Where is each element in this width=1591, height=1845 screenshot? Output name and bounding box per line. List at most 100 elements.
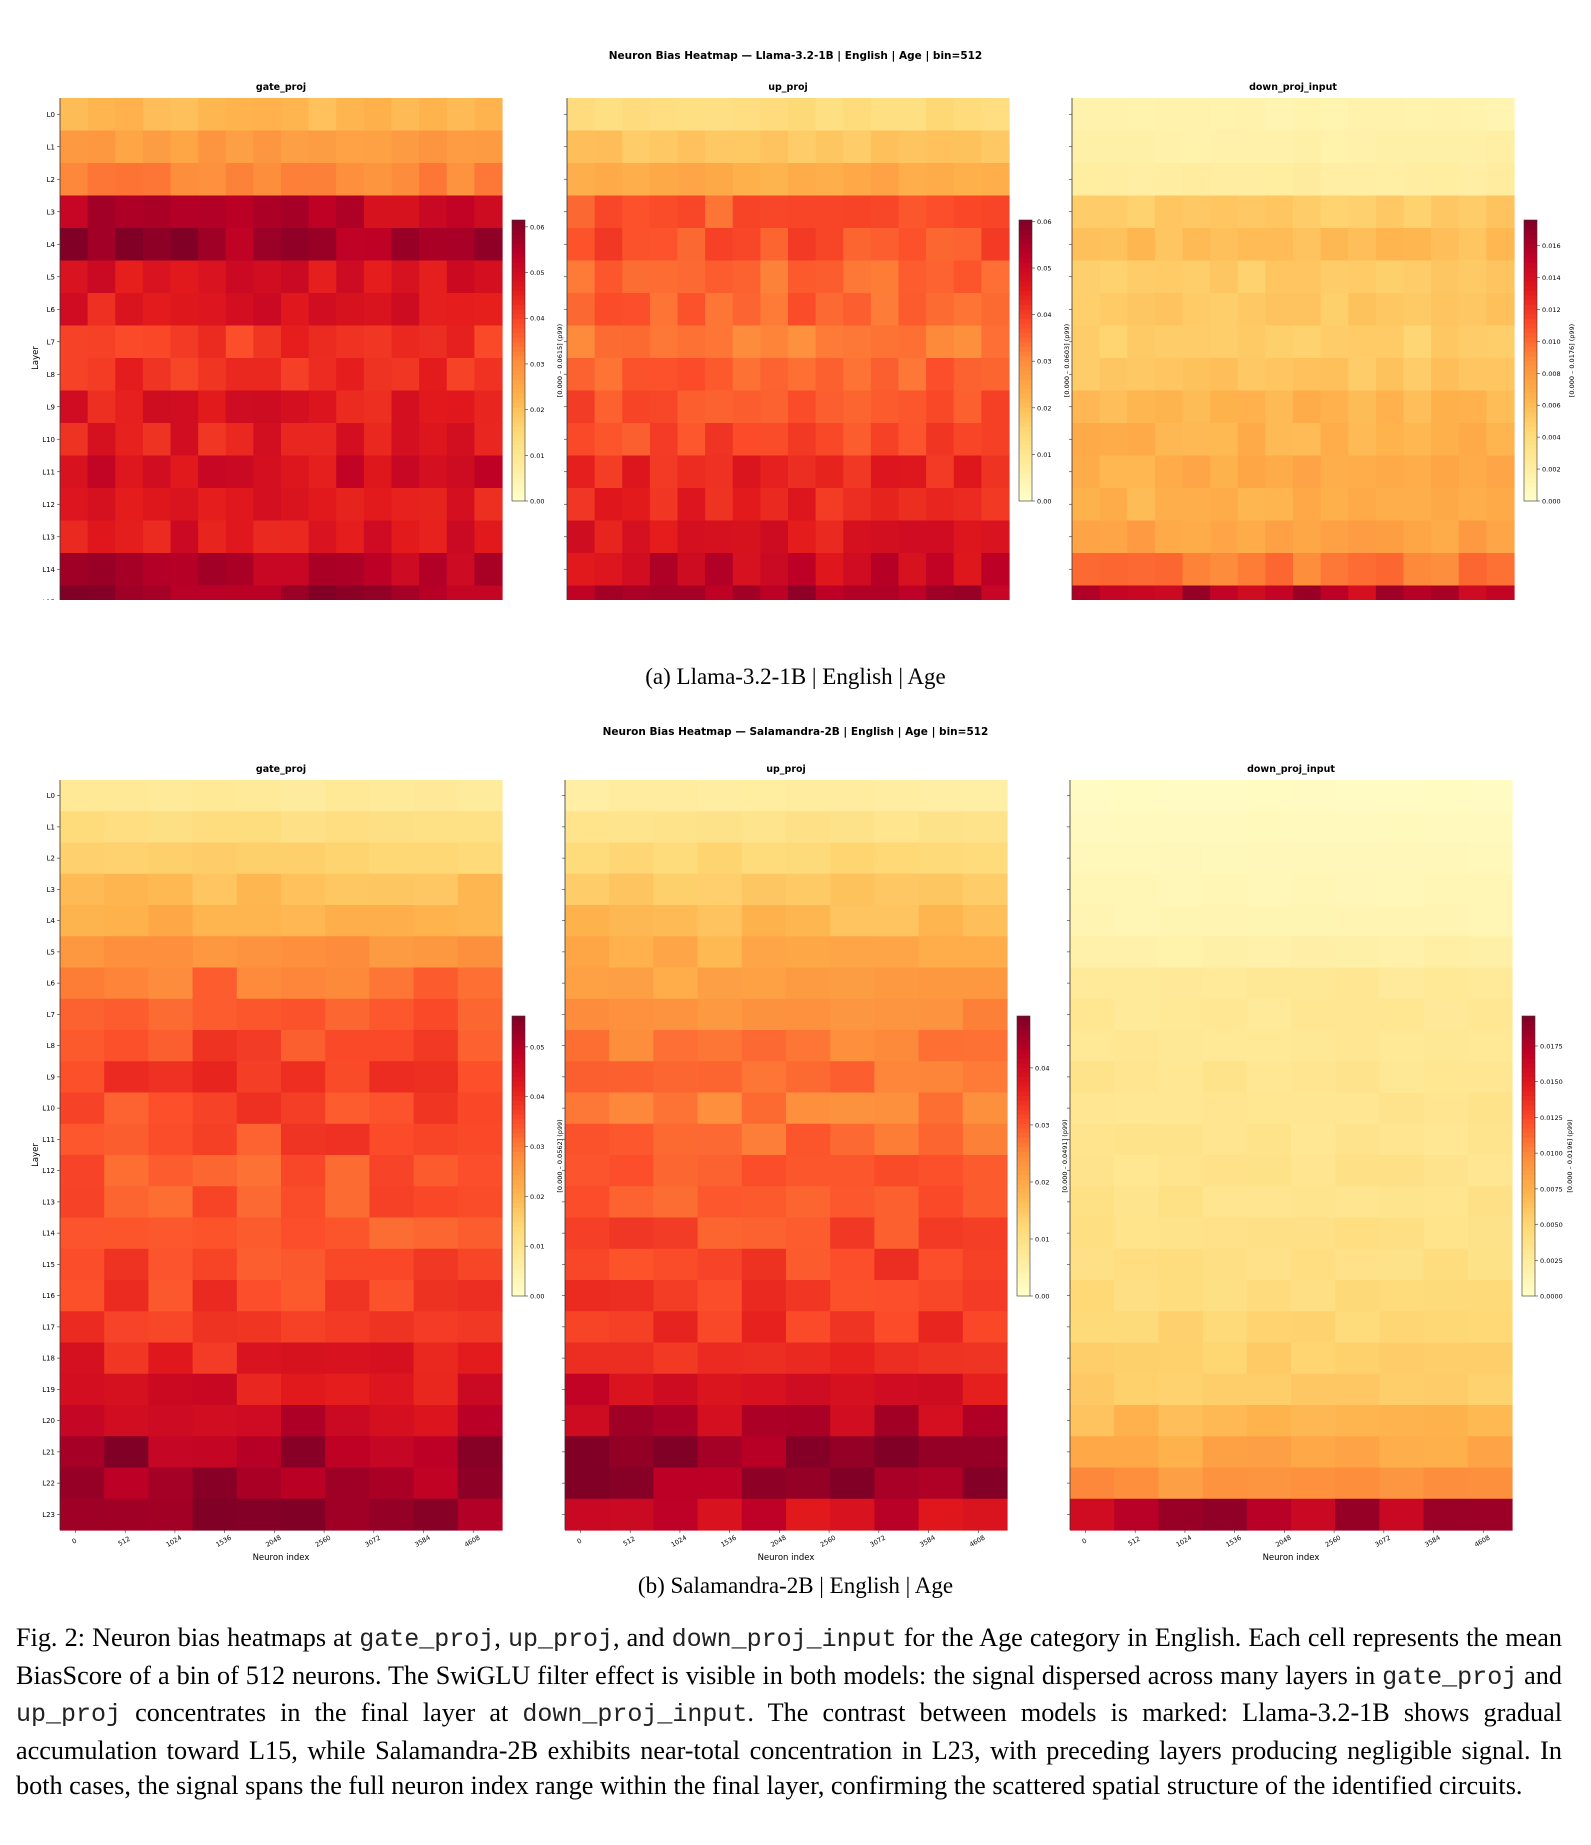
heatmap-cell xyxy=(1114,1498,1159,1531)
heatmap-cell xyxy=(870,130,900,164)
heatmap-cell xyxy=(1114,1467,1159,1500)
heatmap-cell xyxy=(308,423,337,457)
heatmap-cell xyxy=(1458,390,1487,424)
heatmap-cell xyxy=(870,98,900,132)
heatmap-cell xyxy=(741,936,787,969)
heatmap-cell xyxy=(898,293,927,327)
heatmap-cell xyxy=(594,130,623,164)
heatmap-cell xyxy=(192,936,238,969)
heatmap-cell xyxy=(565,1280,610,1312)
heatmap-cell xyxy=(1265,423,1294,457)
heatmap-cell xyxy=(148,1342,194,1375)
heatmap-cell xyxy=(308,325,337,359)
heatmap-cell xyxy=(1291,1186,1336,1219)
colorbar-segment xyxy=(512,229,525,235)
heatmap-cell xyxy=(391,455,420,489)
x-tick-label: 3584 xyxy=(413,1534,431,1549)
heatmap-cell xyxy=(236,936,282,969)
heatmap-cell xyxy=(1246,1498,1292,1531)
heatmap-cell xyxy=(1291,1030,1336,1062)
colorbar-segment xyxy=(1522,1086,1535,1092)
heatmap-panel-up-proj: up_proj05121536256035844608563266567680N… xyxy=(564,82,1071,600)
heatmap-cell xyxy=(815,195,844,229)
heatmap-cell xyxy=(1348,293,1377,327)
heatmap-cell xyxy=(830,811,875,844)
heatmap-cell xyxy=(953,553,982,587)
colorbar-tick-label: 0.02 xyxy=(530,406,544,414)
heatmap-cell xyxy=(843,98,872,132)
colorbar-segment xyxy=(1522,1263,1535,1269)
heatmap-cell xyxy=(308,98,337,132)
heatmap-panel-gate-proj: gate_projL0L1L2L3L4L5L6L7L8L9L10L11L12L1… xyxy=(31,764,564,1560)
heatmap-cell xyxy=(609,1061,654,1094)
figure-a-title: Neuron Bias Heatmap — Llama-3.2-1B | Eng… xyxy=(608,50,983,62)
colorbar-segment xyxy=(512,1062,525,1068)
heatmap-cell xyxy=(732,423,761,457)
heatmap-cell xyxy=(705,455,734,489)
heatmap-cell xyxy=(874,1280,920,1312)
heatmap-cell xyxy=(281,1248,326,1281)
heatmap-cell xyxy=(1265,553,1294,587)
colorbar-segment xyxy=(512,1048,525,1054)
heatmap-cell xyxy=(1246,1030,1292,1062)
colorbar-segment xyxy=(512,257,525,263)
colorbar-segment xyxy=(512,365,525,371)
heatmap-cell xyxy=(760,293,789,327)
heatmap-cell xyxy=(198,423,227,457)
heatmap-cell xyxy=(1202,1311,1248,1344)
heatmap-cell xyxy=(815,358,844,392)
heatmap-cell xyxy=(567,553,596,587)
heatmap-cell xyxy=(874,998,920,1031)
heatmap-cell xyxy=(1072,98,1101,132)
x-tick-label: 0 xyxy=(1081,1537,1089,1546)
colorbar-segment xyxy=(1017,1123,1030,1129)
heatmap-cell xyxy=(1291,780,1336,812)
colorbar-segment xyxy=(512,346,525,352)
heatmap-cell xyxy=(192,1092,238,1125)
heatmap-cell xyxy=(225,98,254,132)
colorbar-tick-label: 0.00 xyxy=(530,498,544,506)
heatmap-cell xyxy=(1265,260,1294,294)
heatmap-cell xyxy=(786,967,831,1000)
heatmap-cell xyxy=(1379,1123,1425,1156)
heatmap-cell xyxy=(1403,553,1432,587)
heatmap-cell xyxy=(962,1373,1008,1406)
heatmap-cell xyxy=(60,390,89,424)
heatmap-cell xyxy=(567,585,596,600)
heatmap-cell xyxy=(760,163,789,197)
heatmap-cell xyxy=(1265,228,1294,262)
heatmap-cell xyxy=(788,228,817,262)
colorbar-segment xyxy=(1017,1235,1030,1241)
heatmap-cell xyxy=(104,1280,149,1312)
colorbar-segment xyxy=(1524,369,1537,376)
colorbar-segment xyxy=(512,1123,525,1129)
heatmap-cell xyxy=(1202,1342,1248,1375)
y-tick-label: L4 xyxy=(47,917,56,925)
heatmap-cell xyxy=(1070,1342,1115,1375)
colorbar-segment xyxy=(1017,1072,1030,1078)
colorbar-segment xyxy=(512,290,525,296)
heatmap-cell xyxy=(1379,1092,1425,1125)
colorbar-segment xyxy=(1522,1034,1535,1040)
heatmap-cell xyxy=(1072,488,1101,522)
colorbar-segment xyxy=(1019,327,1032,333)
heatmap-cell xyxy=(192,1280,238,1312)
colorbar-segment xyxy=(512,379,525,385)
heatmap-cell xyxy=(170,585,199,600)
heatmap-cell xyxy=(60,553,89,587)
heatmap-cell xyxy=(1379,1405,1425,1437)
heatmap-cell xyxy=(1265,455,1294,489)
heatmap-cell xyxy=(474,455,503,489)
heatmap-cell xyxy=(1158,1061,1204,1094)
heatmap-cell xyxy=(786,1123,831,1156)
heatmap-cell xyxy=(1431,293,1460,327)
heatmap-cell xyxy=(741,1155,787,1187)
heatmap-cell xyxy=(1320,488,1349,522)
heatmap-cell xyxy=(760,195,789,229)
colorbar-segment xyxy=(1522,1221,1535,1227)
heatmap-cell xyxy=(1431,260,1460,294)
heatmap-cell xyxy=(170,325,199,359)
heatmap-cell xyxy=(653,1248,699,1281)
heatmap-cell xyxy=(1210,553,1239,587)
colorbar-segment xyxy=(1017,1277,1030,1283)
